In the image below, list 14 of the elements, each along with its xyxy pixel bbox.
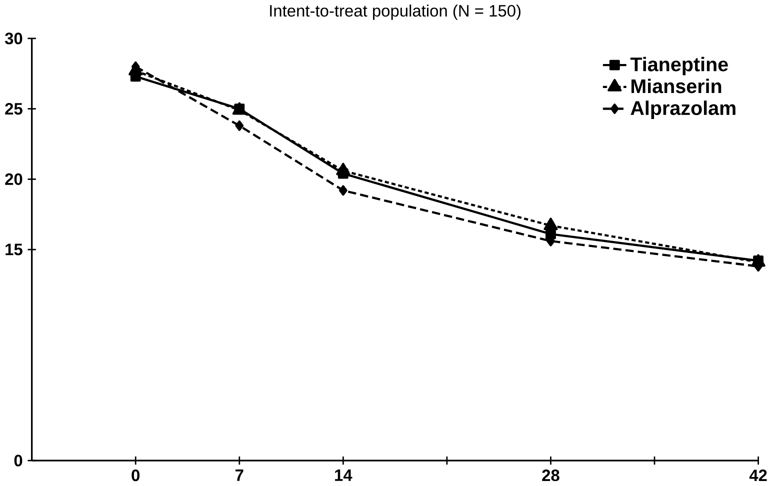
x-tick-label: 7 xyxy=(236,470,244,481)
chart-title: Intent-to-treat population (N = 150) xyxy=(270,4,520,20)
y-tick-label: 30 xyxy=(4,32,22,44)
x-tick-label: 0 xyxy=(132,470,140,482)
legend-label: Alprazolam xyxy=(630,100,736,120)
y-tick-label: 15 xyxy=(6,244,22,256)
legend-label: Tianeptine xyxy=(630,57,728,76)
x-tick-label: 14 xyxy=(335,470,352,481)
y-tick-label: 25 xyxy=(5,103,22,115)
x-tick-label: 42 xyxy=(749,470,767,482)
legend-label: Mianserin xyxy=(631,78,722,94)
y-tick-label: 0 xyxy=(14,454,22,467)
y-tick-label: 20 xyxy=(5,173,22,186)
x-tick-label: 28 xyxy=(542,470,560,482)
